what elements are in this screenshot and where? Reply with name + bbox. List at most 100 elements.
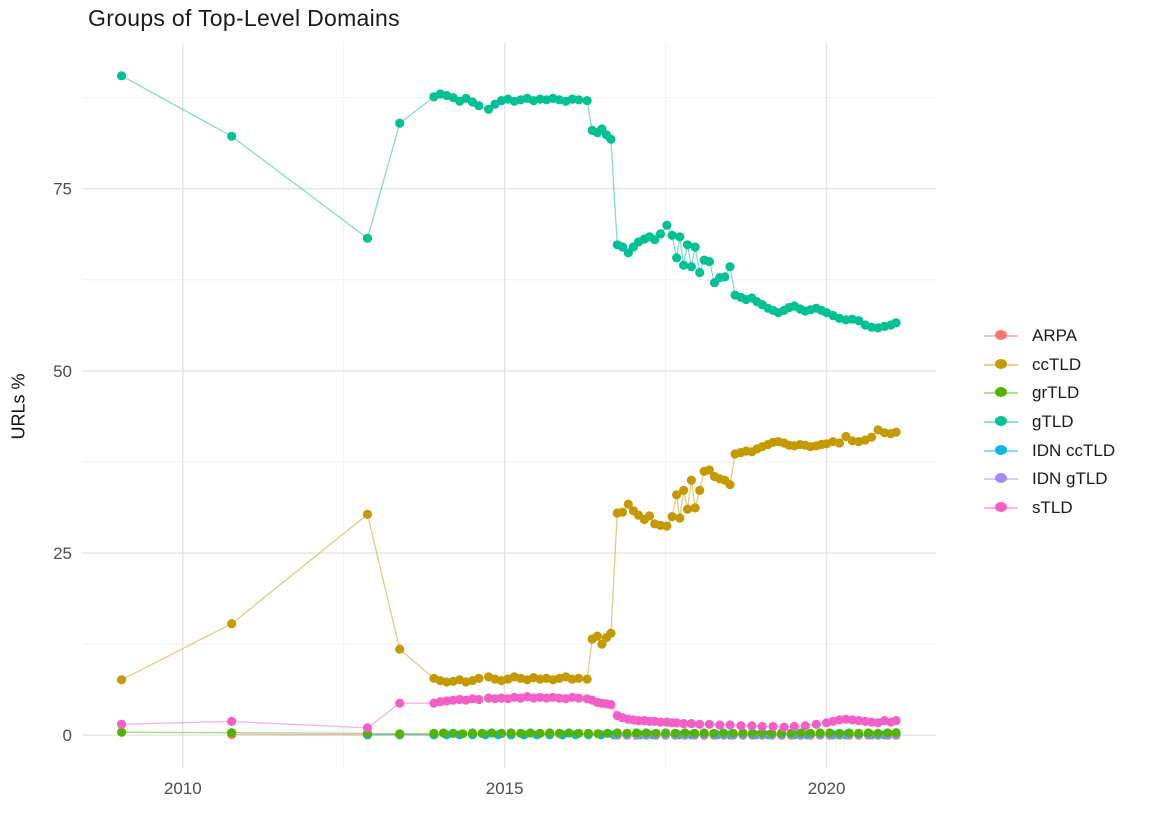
data-point-grtld [690,728,700,739]
data-point-stld [574,693,584,703]
data-point-cctld [474,673,484,684]
data-point-gtld [662,220,672,230]
data-point-grtld [641,728,651,738]
legend-label: gTLD [1032,412,1074,432]
data-point-cctld [725,480,735,490]
data-point-gtld [704,257,715,267]
data-point-grtld [622,728,632,739]
series-cctld [117,425,901,687]
data-point-gtld [574,95,584,105]
data-point-gtld [690,242,700,252]
data-point-grtld [719,728,729,738]
legend-item-grtld: grTLD [984,379,1115,408]
data-point-grtld [844,728,854,738]
data-point-grtld [632,728,642,738]
data-point-grtld [554,728,565,739]
data-point-stld [117,719,127,729]
legend-key-idn-gtld [984,473,1018,485]
legend-dot-swatch [995,358,1007,369]
data-point-grtld [728,728,738,739]
data-point-gtld [362,233,373,243]
data-point-cctld [574,673,584,684]
data-point-stld [655,717,666,727]
data-point-grtld [796,728,806,738]
data-point-gtld [854,316,864,326]
data-point-grtld [603,728,613,739]
data-point-cctld [675,513,685,523]
data-point-grtld [699,728,709,738]
data-point-stld [768,721,778,732]
data-point-grtld [535,728,545,739]
data-point-grtld [117,727,127,737]
data-point-grtld [477,728,487,739]
data-point-grtld [863,728,874,738]
data-point-grtld [680,728,690,738]
data-point-grtld [709,728,719,739]
series-grtld [117,727,901,739]
data-point-stld [800,721,810,731]
data-point-cctld [686,475,697,485]
series-line-gtld [121,75,897,329]
x-tick-label: 2020 [808,779,846,798]
data-point-grtld [661,728,671,738]
data-point-grtld [825,728,835,738]
data-point-grtld [670,728,680,739]
data-point-cctld [662,521,672,531]
data-point-grtld [583,728,594,739]
data-point-grtld [612,728,622,738]
data-point-cctld [617,507,628,517]
data-point-cctld [582,674,592,684]
legend-dot-swatch [995,330,1007,341]
data-point-stld [747,721,757,731]
data-point-grtld [574,728,584,739]
data-point-stld [779,722,789,732]
legend-dot-swatch [995,473,1007,484]
legend-item-arpa: ARPA [984,322,1115,351]
data-point-grtld [786,728,796,739]
data-point-grtld [651,728,661,739]
data-point-stld [725,720,735,730]
data-point-cctld [606,628,616,638]
data-point-cctld [592,631,603,641]
legend-key-stld [984,501,1018,514]
data-point-cctld [362,509,373,519]
data-point-gtld [891,318,901,328]
legend-label: IDN ccTLD [1032,440,1116,460]
data-point-stld [227,716,237,727]
data-point-gtld [606,134,616,144]
data-point-grtld [467,728,478,738]
data-point-grtld [487,728,497,738]
data-point-stld [811,719,821,729]
data-point-grtld [545,728,555,738]
legend: ARPA ccTLD grTLD gTLD IDN ccTLD IDN gTLD sTLD [984,322,1115,522]
data-point-grtld [227,728,237,738]
data-point-cctld [227,619,237,629]
data-point-stld [362,723,373,733]
data-point-gtld [672,253,682,263]
legend-dot-swatch [995,387,1007,398]
data-point-cctld [695,485,705,495]
y-tick-label: 75 [53,180,72,199]
data-point-cctld [117,675,127,685]
data-point-grtld [448,728,458,739]
y-tick-label: 25 [53,544,72,563]
x-tick-label: 2015 [486,779,524,798]
data-point-stld [704,719,715,729]
legend-item-gtld: gTLD [984,408,1115,437]
data-point-stld [606,700,616,710]
data-point-grtld [834,728,845,739]
legend-label: IDN gTLD [1032,469,1108,489]
legend-key-cctld [984,358,1018,371]
data-point-gtld [227,131,237,141]
data-point-cctld [834,438,845,448]
data-point-gtld [679,260,689,270]
data-point-grtld [496,728,507,739]
legend-label: ARPA [1032,326,1078,346]
data-point-stld [715,720,725,730]
data-point-cctld [623,499,633,509]
data-point-cctld [672,490,682,500]
y-tick-label: 0 [63,726,72,745]
data-point-gtld [582,96,592,106]
data-point-cctld [667,511,677,522]
